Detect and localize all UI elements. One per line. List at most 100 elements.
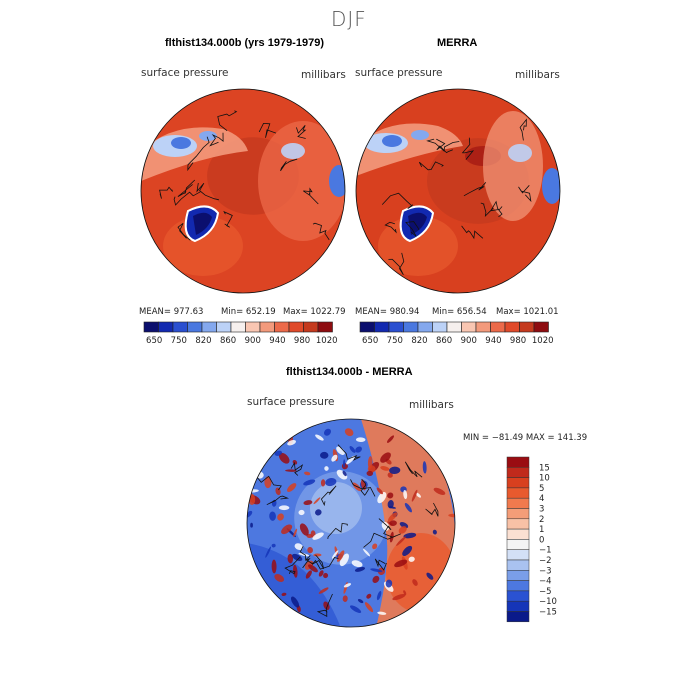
panel1-colorbar-swatch <box>187 321 203 333</box>
panel2-min: Min= 656.54 <box>432 307 487 317</box>
panel3-colorbar-tick: 5 <box>539 484 544 494</box>
panel3-coastlines <box>253 444 439 617</box>
panel3-colorbar-swatch <box>506 528 530 540</box>
panel2-colorbar-tick: 860 <box>436 336 452 346</box>
panel1-subtitle: surface pressure <box>141 67 229 79</box>
panel3-colorbar-tick: −10 <box>539 597 557 607</box>
panel1-colorbar-swatch <box>230 321 246 333</box>
panel1-colorbar-tick: 1020 <box>316 336 338 346</box>
panel2-colorbar-tick: 980 <box>510 336 526 346</box>
panel2-colorbar-swatch <box>461 321 477 333</box>
panel3-colorbar-swatch <box>506 570 530 581</box>
panel1-colorbar-tick: 820 <box>195 336 211 346</box>
panel2-mean: MEAN= 980.94 <box>355 307 420 317</box>
panel3-colorbar-tick: −3 <box>539 566 552 576</box>
panel3-colorbar-swatch <box>506 508 530 520</box>
panel2-map <box>355 88 561 294</box>
panel1-colorbar-swatch <box>303 321 319 333</box>
panel3-colorbar-tick: 0 <box>539 535 544 545</box>
panel3-colorbar-swatch <box>506 456 530 468</box>
panel2-colorbar: 650 750 820 860 900 940 980 1020 <box>359 321 554 346</box>
panel2-map-border <box>355 88 561 294</box>
panel3-colorbar-tick: −1 <box>539 546 552 556</box>
panel3-units: millibars <box>409 399 454 411</box>
panel2-colorbar-swatch <box>374 321 390 333</box>
panel3-colorbar-tick: 2 <box>539 515 544 525</box>
panel2-max: Max= 1021.01 <box>496 307 559 317</box>
panel3-colorbar-swatch <box>506 559 530 571</box>
panel3-title: flthist134.000b - MERRA <box>286 366 413 378</box>
panel1-colorbar-swatch <box>288 321 304 333</box>
panel3-colorbar-tick: 10 <box>539 474 550 484</box>
panel1-map-border <box>140 88 346 294</box>
panel3-colorbar-swatch <box>506 518 530 530</box>
panel1-colorbar-tick: 940 <box>269 336 285 346</box>
panel2-colorbar-swatch <box>475 321 491 333</box>
panel2-colorbar-tick: 900 <box>461 336 477 346</box>
panel1-colorbar-swatch <box>172 321 188 333</box>
figure-title: DJF <box>331 7 367 31</box>
panel3-minmax: MIN = −81.49 MAX = 141.39 <box>463 433 588 443</box>
panel1-colorbar-swatch <box>158 321 174 333</box>
panel2-colorbar-swatch <box>432 321 448 333</box>
panel3-subtitle: surface pressure <box>247 396 335 408</box>
panel3-colorbar-swatch <box>506 600 530 612</box>
panel3-colorbar-tick: −5 <box>539 587 552 597</box>
panel3-map-border <box>246 418 456 628</box>
panel2-subtitle: surface pressure <box>355 67 443 79</box>
panel2-colorbar-swatch <box>403 321 419 333</box>
panel1-colorbar-swatch <box>274 321 290 333</box>
panel2-colorbar-swatch <box>446 321 462 333</box>
panel1-map <box>140 88 346 294</box>
panel1-colorbar-swatch <box>245 321 261 333</box>
panel2-colorbar-swatch <box>417 321 433 333</box>
panel1-colorbar-swatch <box>259 321 275 333</box>
panel3-colorbar-swatch <box>506 477 530 489</box>
panel1-colorbar-tick: 860 <box>220 336 236 346</box>
panel1-mean: MEAN= 977.63 <box>139 307 204 317</box>
panel1-colorbar-tick: 980 <box>294 336 310 346</box>
panel2-units: millibars <box>515 69 560 81</box>
panel1-colorbar-swatch <box>317 321 333 333</box>
panel2-colorbar-tick: 650 <box>362 336 378 346</box>
panel1-title: flthist134.000b (yrs 1979-1979) <box>165 37 324 49</box>
panel2-colorbar-swatch <box>533 321 549 333</box>
panel1-coastlines <box>159 110 330 241</box>
panel1-min: Min= 652.19 <box>221 307 276 317</box>
panel1-colorbar-tick: 650 <box>146 336 162 346</box>
panel2-coastlines <box>381 118 532 276</box>
panel3-colorbar-swatch <box>506 467 530 478</box>
panel2-colorbar-tick: 820 <box>411 336 427 346</box>
panel1-units: millibars <box>301 69 346 81</box>
panel1-colorbar-tick: 750 <box>171 336 187 346</box>
panel2-colorbar-swatch <box>490 321 506 333</box>
panel2-colorbar-swatch <box>519 321 535 333</box>
panel3-map <box>246 418 456 628</box>
panel3-colorbar-tick: 1 <box>539 525 544 535</box>
panel3-colorbar-swatch <box>506 590 530 602</box>
panel3-colorbar-swatch <box>506 539 530 550</box>
panel2-colorbar-swatch <box>388 321 404 333</box>
panel1-colorbar-swatch <box>143 321 159 333</box>
panel3-colorbar-tick: 4 <box>539 494 544 504</box>
panel2-colorbar-swatch <box>359 321 375 333</box>
panel1-max: Max= 1022.79 <box>283 307 346 317</box>
panel3-colorbar-swatch <box>506 580 530 592</box>
panel3-colorbar-swatch <box>506 611 530 623</box>
panel2-colorbar-swatch <box>504 321 520 333</box>
panel3-colorbar-swatch <box>506 487 530 499</box>
panel3-colorbar-tick: −2 <box>539 556 552 566</box>
panel3-colorbar-tick: 15 <box>539 463 550 473</box>
panel2-colorbar-tick: 1020 <box>532 336 554 346</box>
panel1-colorbar: 650 750 820 860 900 940 980 1020 <box>143 321 338 346</box>
panel3-colorbar-swatch <box>506 549 530 561</box>
panel3-colorbar-swatch <box>506 497 530 509</box>
panel3-colorbar-tick: 3 <box>539 505 544 515</box>
panel2-title: MERRA <box>437 37 478 49</box>
panel2-colorbar-tick: 750 <box>387 336 403 346</box>
panel3-colorbar-tick: −15 <box>539 608 557 618</box>
panel1-colorbar-tick: 900 <box>245 336 261 346</box>
panel3-colorbar-tick: −4 <box>539 577 552 587</box>
panel1-colorbar-swatch <box>216 321 232 333</box>
